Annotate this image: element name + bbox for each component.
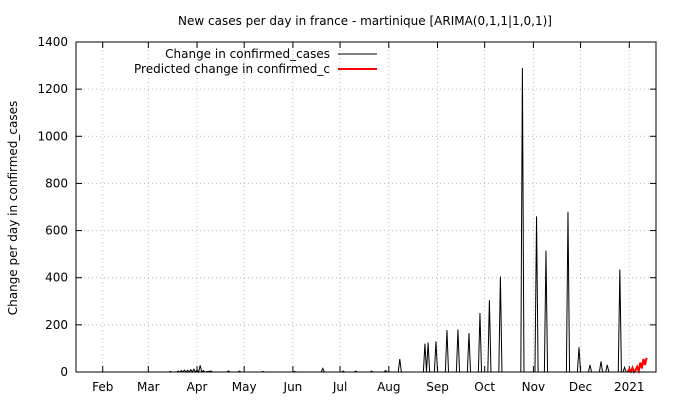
x-tick-label: 2021 [614,380,645,394]
x-tick-label: Oct [474,380,495,394]
x-tick-label: Feb [92,380,113,394]
x-tick-label: Dec [569,380,592,394]
x-tick-label: Apr [187,380,208,394]
y-tick-label: 200 [45,318,68,332]
y-tick-label: 1000 [37,129,68,143]
legend-label: Predicted change in confirmed_c [134,62,330,76]
x-tick-label: May [232,380,257,394]
y-tick-label: 1200 [37,82,68,96]
legend-label: Change in confirmed_cases [165,47,330,61]
x-tick-label: Jun [283,380,303,394]
grid [76,42,656,372]
x-tick-label: Jul [332,380,347,394]
axis-ticks: 0 200 400 600 800 1000 1200 1400 Feb Mar Apr May Jun… [37,35,656,394]
series-line-confirmed [168,67,627,374]
y-tick-label: 0 [60,365,68,379]
y-tick-label: 400 [45,271,68,285]
x-tick-label: Sep [426,380,449,394]
plot-frame [75,41,657,373]
y-tick-label: 600 [45,224,68,238]
chart-title: New cases per day in france - martinique… [178,14,552,28]
series-line-predicted [626,357,648,375]
y-tick-label: 1400 [37,35,68,49]
y-tick-label: 800 [45,176,68,190]
x-tick-label: Mar [137,380,160,394]
y-axis-label: Change per day in confirmed_cases [6,101,20,316]
x-tick-label: Aug [377,380,400,394]
series-lines [168,67,648,375]
x-tick-label: Nov [522,380,545,394]
